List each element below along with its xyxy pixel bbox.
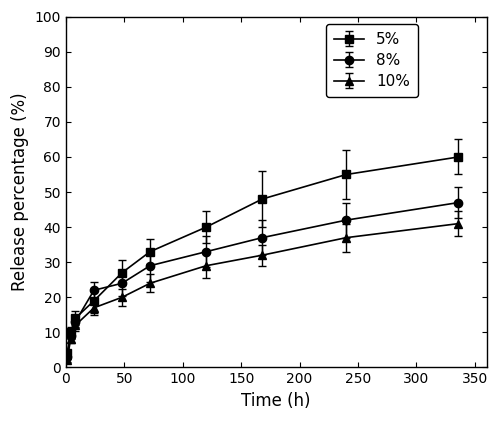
X-axis label: Time (h): Time (h) (242, 392, 311, 410)
Y-axis label: Release percentage (%): Release percentage (%) (11, 93, 29, 291)
Legend: 5%, 8%, 10%: 5%, 8%, 10% (326, 24, 418, 97)
